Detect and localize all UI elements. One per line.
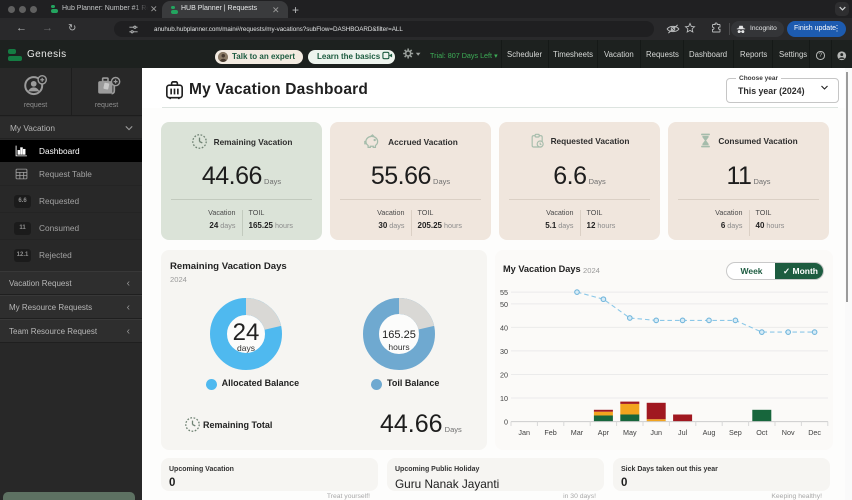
svg-text:0: 0 — [504, 418, 508, 427]
svg-text:hours: hours — [388, 342, 409, 352]
svg-text:Jun: Jun — [650, 428, 662, 437]
svg-text:Aug: Aug — [703, 428, 716, 437]
svg-text:Nov: Nov — [782, 428, 795, 437]
svg-text:Apr: Apr — [598, 428, 610, 437]
svg-text:Oct: Oct — [756, 428, 767, 437]
svg-text:Dec: Dec — [808, 428, 821, 437]
svg-text:Jul: Jul — [678, 428, 688, 437]
svg-text:55: 55 — [500, 288, 508, 297]
svg-text:10: 10 — [500, 394, 508, 403]
svg-text:Jan: Jan — [518, 428, 530, 437]
svg-text:Feb: Feb — [544, 428, 556, 437]
svg-text:24: 24 — [232, 319, 259, 346]
svg-text:days: days — [237, 343, 255, 353]
svg-text:Sep: Sep — [729, 428, 742, 437]
svg-text:50: 50 — [500, 300, 508, 309]
svg-text:165.25: 165.25 — [382, 329, 416, 341]
svg-text:40: 40 — [500, 323, 508, 332]
svg-text:May: May — [623, 428, 637, 437]
svg-text:Mar: Mar — [571, 428, 584, 437]
svg-text:30: 30 — [500, 347, 508, 356]
svg-text:20: 20 — [500, 370, 508, 379]
